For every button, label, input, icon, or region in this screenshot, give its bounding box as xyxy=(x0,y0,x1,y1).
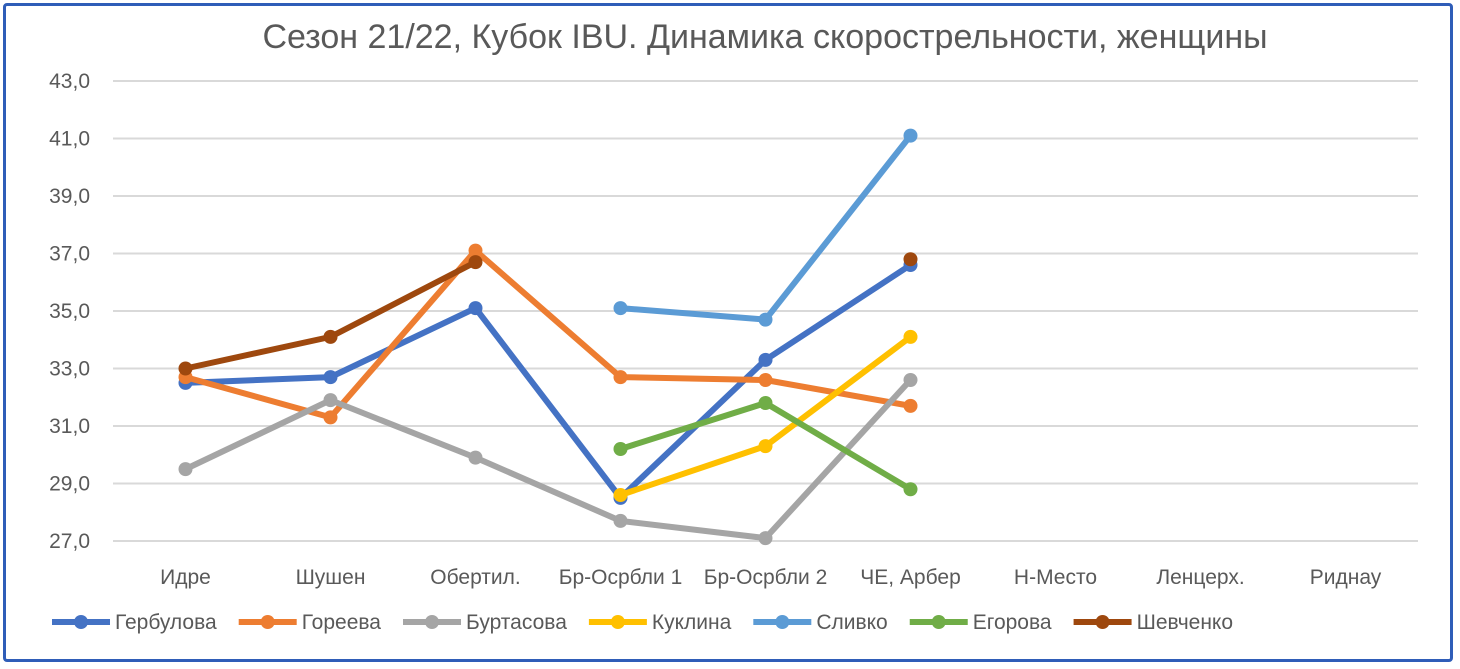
y-tick-label: 31,0 xyxy=(49,415,90,438)
legend-marker xyxy=(775,615,790,629)
legend-marker xyxy=(1095,615,1110,629)
data-point xyxy=(903,329,918,344)
data-point xyxy=(178,361,193,376)
legend-marker xyxy=(931,615,946,629)
y-tick-label: 35,0 xyxy=(49,300,90,323)
data-point xyxy=(758,312,773,327)
y-tick-label: 43,0 xyxy=(49,70,90,93)
x-tick-label: Шушен xyxy=(296,566,366,589)
series-line-Шевченко xyxy=(182,259,479,372)
data-point xyxy=(323,370,338,385)
data-point xyxy=(903,482,918,497)
y-tick-label: 27,0 xyxy=(49,530,90,553)
data-point xyxy=(903,128,918,143)
chart-frame xyxy=(3,3,1453,662)
data-point xyxy=(323,329,338,344)
data-point xyxy=(178,462,193,477)
data-point xyxy=(758,396,773,410)
x-tick-label: Бр-Осрбли 1 xyxy=(559,566,683,589)
data-point xyxy=(323,410,338,425)
x-tick-label: Н-Место xyxy=(1014,566,1097,589)
data-point xyxy=(903,252,918,267)
data-point xyxy=(468,243,483,258)
y-tick-label: 37,0 xyxy=(49,243,90,266)
x-tick-label: Бр-Осрбли 2 xyxy=(704,566,828,589)
legend-marker xyxy=(425,615,439,629)
data-point xyxy=(468,255,483,270)
legend-marker xyxy=(260,615,275,629)
data-point xyxy=(468,301,483,316)
data-point xyxy=(613,301,628,316)
x-tick-label: Идре xyxy=(160,566,211,589)
x-tick-label: Риднау xyxy=(1310,566,1382,589)
y-tick-label: 33,0 xyxy=(49,358,90,381)
x-tick-label: Ленцерх. xyxy=(1156,566,1244,589)
legend-entry: Куклина xyxy=(652,611,732,634)
data-point xyxy=(758,373,773,387)
x-tick-label: Обертил. xyxy=(430,566,520,589)
data-point xyxy=(613,488,628,502)
legend-entry: Буртасова xyxy=(466,611,567,634)
data-point xyxy=(903,398,918,413)
chart-title: Сезон 21/22, Кубок IBU. Динамика скорост… xyxy=(262,18,1267,56)
legend-marker xyxy=(74,615,88,629)
data-point xyxy=(468,450,483,465)
data-point xyxy=(903,373,918,387)
data-point xyxy=(758,439,773,454)
legend-entry: Сливко xyxy=(816,611,887,634)
y-tick-label: 29,0 xyxy=(49,473,90,496)
data-point xyxy=(613,370,628,385)
data-point xyxy=(323,393,338,408)
data-point xyxy=(758,352,773,367)
data-point xyxy=(758,531,773,546)
legend-entry: Гореева xyxy=(302,611,382,634)
y-tick-label: 39,0 xyxy=(49,185,90,208)
y-tick-label: 41,0 xyxy=(49,128,90,151)
legend-entry: Егорова xyxy=(973,611,1052,634)
legend-entry: Гербулова xyxy=(115,611,217,634)
x-tick-label: ЧЕ, Арбер xyxy=(860,566,961,589)
data-point xyxy=(613,442,628,456)
legend-marker xyxy=(610,615,625,629)
series-line-Гербулова xyxy=(182,262,914,501)
legend-entry: Шевченко xyxy=(1137,611,1233,634)
data-point xyxy=(613,513,628,528)
series-line-Буртасова xyxy=(182,377,914,542)
